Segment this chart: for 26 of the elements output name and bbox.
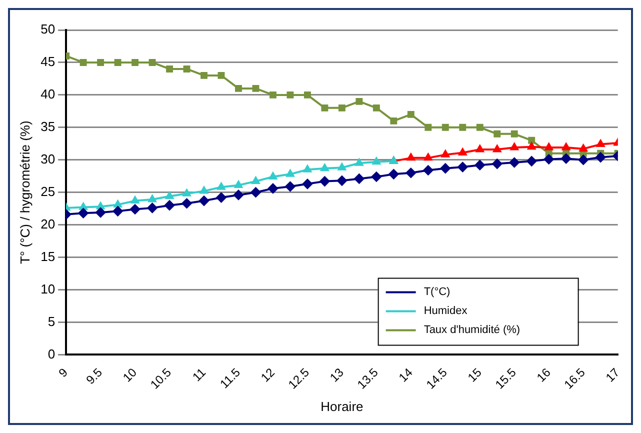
x-tick-label: 9.5 [83, 365, 106, 388]
legend-label: Humidex [424, 305, 468, 318]
x-tick-label: 16 [534, 365, 554, 385]
y-tick-label: 0 [48, 346, 56, 362]
y-tick-label: 10 [40, 281, 56, 296]
legend-label: Taux d'humidité (%) [424, 324, 520, 336]
y-axis-title: T° (°C) / hygrométrie (%) [17, 120, 32, 264]
x-tick-label: 10 [120, 365, 140, 385]
x-tick-label: 9 [56, 365, 71, 380]
y-tick-label: 30 [40, 151, 56, 166]
x-axis-title: Horaire [320, 398, 364, 414]
x-tick-label: 12 [258, 365, 278, 385]
y-tick-label: 50 [40, 22, 56, 37]
x-tick-label: 14 [396, 365, 416, 385]
y-tick-label: 20 [40, 216, 56, 232]
y-tick-label: 35 [40, 118, 56, 134]
x-tick-label: 13 [327, 365, 347, 385]
y-tick-label: 25 [40, 184, 56, 199]
x-tick-label: 11 [190, 365, 209, 384]
y-tick-label: 45 [40, 54, 56, 70]
x-tick-label: 15 [464, 365, 485, 385]
y-tick-label: 40 [40, 86, 56, 102]
x-tick-label: 17 [602, 365, 623, 385]
legend-label: T(°C) [424, 286, 450, 298]
y-tick-label: 5 [48, 314, 56, 329]
y-tick-label: 15 [40, 248, 56, 264]
